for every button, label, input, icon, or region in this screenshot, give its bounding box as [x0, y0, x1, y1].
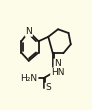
Text: H₂N: H₂N — [21, 74, 38, 83]
Text: N: N — [25, 27, 32, 36]
Text: N: N — [54, 59, 61, 68]
Text: HN: HN — [51, 68, 64, 77]
Text: S: S — [45, 83, 51, 92]
